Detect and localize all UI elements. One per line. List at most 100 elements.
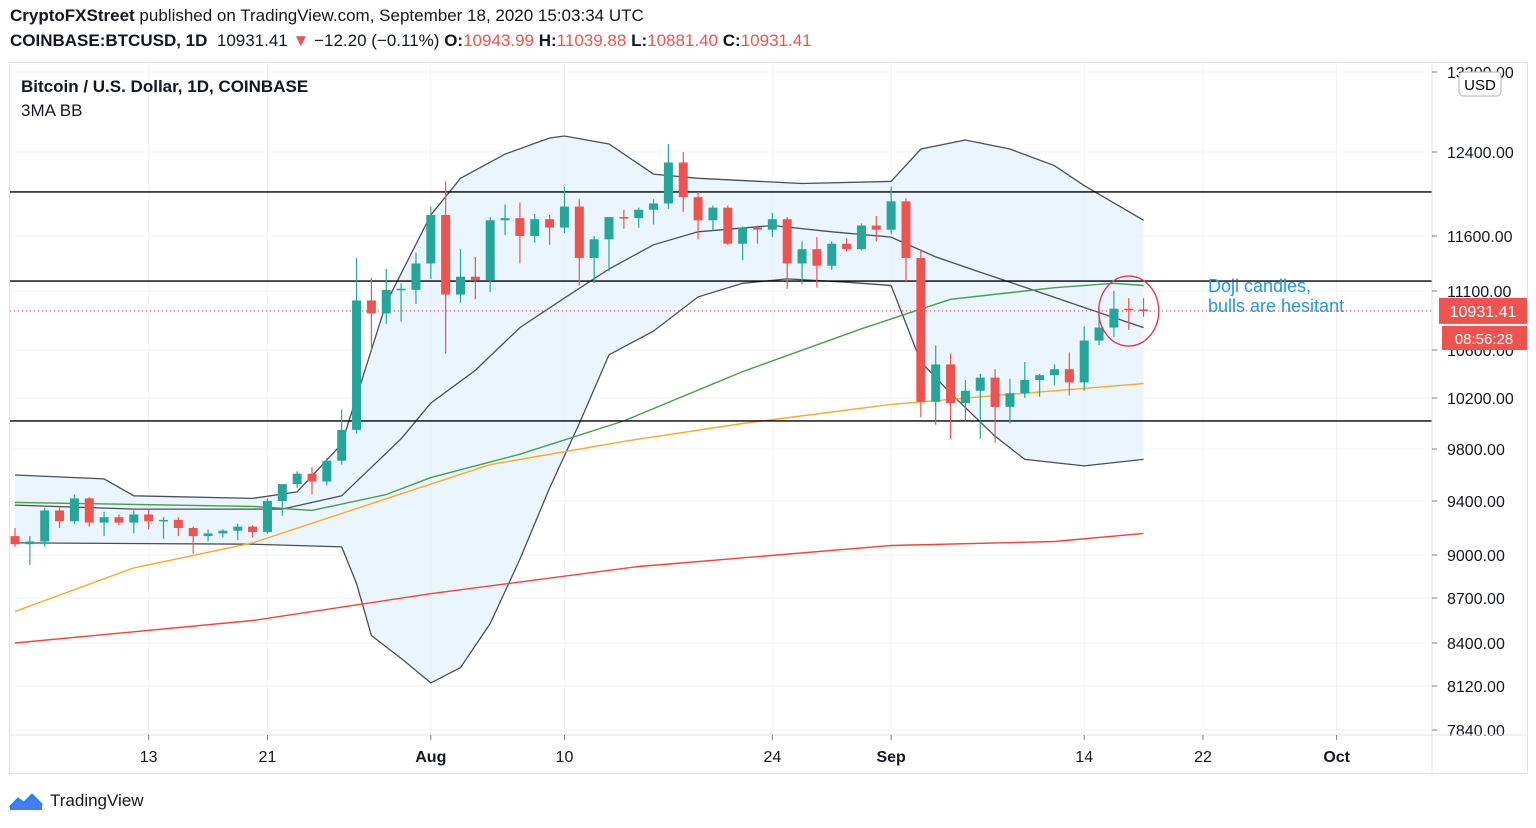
candle-body xyxy=(812,249,822,266)
candle-body xyxy=(708,207,718,221)
candle-body xyxy=(782,219,792,264)
candle xyxy=(559,186,569,233)
candle-body xyxy=(1035,375,1045,380)
candle xyxy=(337,409,347,465)
legend-indicator[interactable]: 3MA BB xyxy=(21,101,82,120)
candle xyxy=(767,212,777,238)
candle xyxy=(827,241,837,271)
candle xyxy=(931,345,941,425)
candle-body xyxy=(1124,308,1134,311)
price-tick-label: 12400.00 xyxy=(1447,145,1514,162)
author-name[interactable]: CryptoFXStreet xyxy=(10,6,135,25)
candle-body xyxy=(441,215,451,295)
candle-body xyxy=(1005,393,1015,407)
candle-body xyxy=(589,239,599,258)
candle xyxy=(530,213,540,243)
time-tick-label: 24 xyxy=(763,749,781,766)
doji-circle-annotation[interactable] xyxy=(1098,275,1160,347)
horizontal-levels[interactable] xyxy=(10,191,1432,422)
candle xyxy=(144,509,154,530)
candle xyxy=(426,206,436,279)
candle xyxy=(693,191,703,240)
high-label: H: xyxy=(538,31,557,50)
candle-body xyxy=(545,219,555,228)
candle-body xyxy=(946,364,956,404)
candle-body xyxy=(975,377,985,391)
candle-body xyxy=(1050,369,1059,376)
last-price-badge-label: 10931.41 xyxy=(1450,304,1517,321)
candle-body xyxy=(649,203,659,210)
tradingview-brand: TradingView xyxy=(50,791,144,810)
candle-body xyxy=(366,300,376,314)
currency-badge[interactable]: USD xyxy=(1458,71,1502,97)
candle xyxy=(485,217,495,293)
candle xyxy=(812,237,822,288)
candle xyxy=(99,511,109,537)
candle xyxy=(129,510,139,534)
price-tick-label: 8700.00 xyxy=(1447,591,1505,608)
candle xyxy=(916,249,926,418)
candle xyxy=(960,380,970,421)
candle-body xyxy=(931,364,941,402)
time-tick-label: 22 xyxy=(1194,749,1212,766)
candle xyxy=(159,517,168,539)
countdown-label: 08:56:28 xyxy=(1455,331,1513,348)
candle xyxy=(990,369,1000,443)
candle xyxy=(738,226,748,261)
candle-body xyxy=(352,300,362,430)
currency-label: USD xyxy=(1464,77,1496,94)
price-tick-label: 7840.00 xyxy=(1447,723,1505,740)
last-price-badge: 10931.41 08:56:28 xyxy=(1439,297,1527,350)
candle xyxy=(1124,298,1134,330)
annotation-line-2[interactable]: bulls are hesitant xyxy=(1208,296,1344,316)
candle xyxy=(25,536,35,566)
candle-body xyxy=(1079,340,1089,383)
candle-body xyxy=(886,201,896,230)
candle-body xyxy=(574,206,584,258)
moving-average-orange xyxy=(14,382,1144,613)
candle xyxy=(649,199,659,225)
candle xyxy=(901,198,911,283)
candle-body xyxy=(960,390,970,404)
candle-body xyxy=(411,263,421,290)
price-tick-label: 9400.00 xyxy=(1447,494,1505,511)
candle-body xyxy=(634,209,644,219)
candle-body xyxy=(1139,309,1149,311)
candle xyxy=(871,216,881,242)
candle xyxy=(307,467,317,495)
price-axis[interactable]: 13200.0012400.0011600.0011100.0010600.00… xyxy=(1431,62,1514,774)
candle xyxy=(441,181,451,354)
candle xyxy=(381,269,391,325)
time-tick-label: Oct xyxy=(1323,749,1350,766)
candle xyxy=(69,494,79,524)
candle-body xyxy=(10,536,20,545)
candle-body xyxy=(738,227,748,244)
candle-body xyxy=(619,217,629,219)
open-value: 10943.99 xyxy=(463,31,534,50)
candle xyxy=(277,484,287,516)
candle-body xyxy=(129,514,139,523)
candle-body xyxy=(25,541,35,545)
candle xyxy=(500,204,510,235)
candle xyxy=(262,498,272,534)
candle-body xyxy=(188,528,198,537)
publish-line: CryptoFXStreet published on TradingView.… xyxy=(10,6,644,26)
time-axis[interactable]: 13 21 Aug 10 24 Sep 14 22 Oct xyxy=(10,734,1527,766)
candle-body xyxy=(262,501,272,533)
candle-body xyxy=(530,219,540,236)
high-value: 11039.88 xyxy=(556,31,627,50)
candle-body xyxy=(1064,369,1074,383)
tradingview-footer[interactable]: TradingView xyxy=(8,790,144,812)
open-label: O: xyxy=(444,31,464,50)
candle-body xyxy=(753,227,762,230)
candle xyxy=(40,507,50,547)
candle xyxy=(10,528,20,547)
ohlc-line: COINBASE:BTCUSD, 1D 10931.41 ▼ −12.20 (−… xyxy=(10,31,812,51)
candle xyxy=(1109,291,1119,338)
annotation-line-1[interactable]: Doji candles, xyxy=(1208,276,1311,296)
low-value: 10881.40 xyxy=(647,31,719,50)
chart-frame xyxy=(9,62,1528,774)
candle-body xyxy=(842,243,852,250)
candle-body xyxy=(1020,380,1030,394)
